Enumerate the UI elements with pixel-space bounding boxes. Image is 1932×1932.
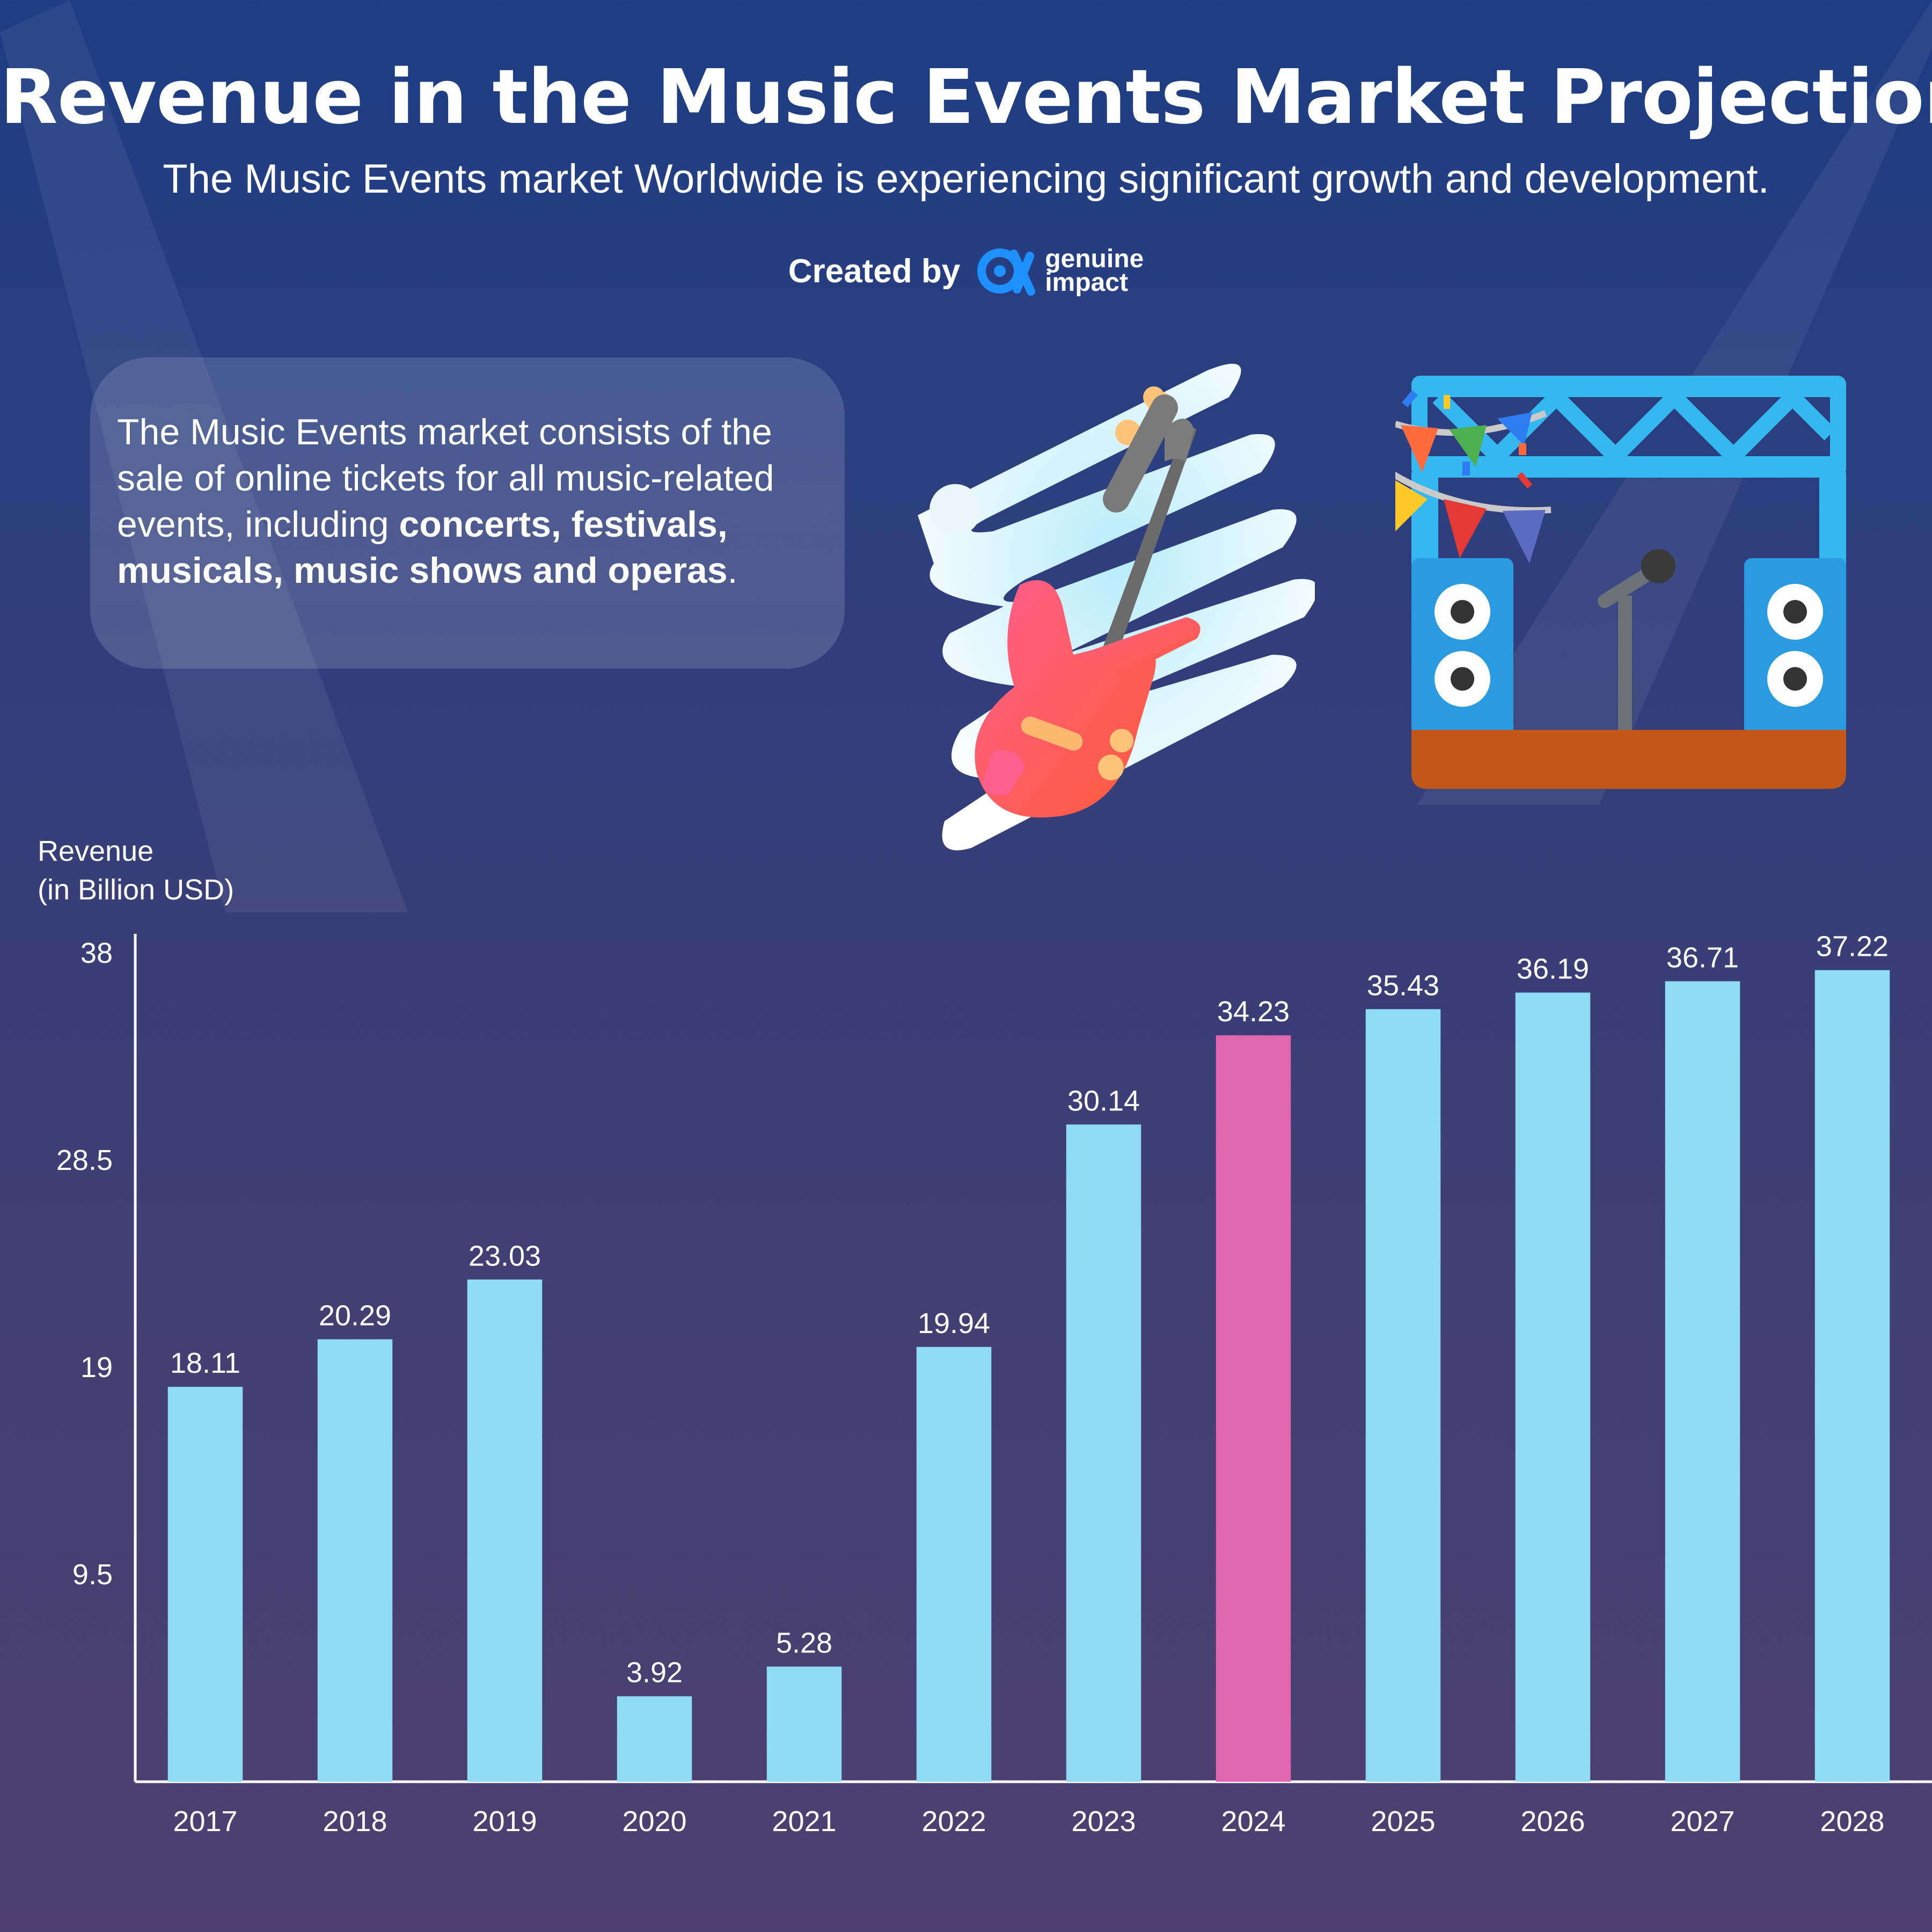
bar-2022 bbox=[916, 1346, 992, 1782]
bar-2017 bbox=[167, 1387, 243, 1782]
x-tick-label-2028: 2028 bbox=[1820, 1805, 1884, 1838]
value-label-2027: 36.71 bbox=[1666, 941, 1739, 974]
bar-2028 bbox=[1814, 970, 1890, 1782]
x-tick-label-2019: 2019 bbox=[472, 1805, 537, 1838]
x-tick-label-2022: 2022 bbox=[921, 1805, 986, 1838]
x-tick-label-2018: 2018 bbox=[323, 1805, 387, 1838]
page-subtitle: The Music Events market Worldwide is exp… bbox=[163, 156, 1769, 202]
description-text: The Music Events market consists of the … bbox=[117, 412, 774, 545]
bar-2027 bbox=[1665, 981, 1740, 1782]
bar-2018 bbox=[317, 1339, 393, 1782]
brand-logo[interactable]: genuine impact bbox=[976, 244, 1144, 298]
stage-icon bbox=[1395, 376, 1846, 789]
bar-2024 bbox=[1216, 1035, 1291, 1782]
credit-label: Created by bbox=[788, 252, 961, 290]
genuine-impact-logo-icon bbox=[977, 248, 1036, 296]
y-tick-label: 38 bbox=[80, 937, 113, 969]
value-label-2017: 18.11 bbox=[170, 1347, 240, 1379]
value-label-2021: 5.28 bbox=[776, 1627, 832, 1659]
y-axis-title-line-1: Revenue bbox=[38, 835, 154, 867]
x-tick-label-2020: 2020 bbox=[622, 1805, 686, 1838]
y-tick-label: 9.5 bbox=[72, 1558, 113, 1591]
brand-name: genuine impact bbox=[1045, 245, 1144, 297]
y-tick-label: 28.5 bbox=[56, 1144, 113, 1176]
market-description-box: The Music Events market consists of the … bbox=[90, 357, 845, 669]
value-label-2026: 36.19 bbox=[1517, 953, 1589, 985]
x-tick-label-2024: 2024 bbox=[1221, 1805, 1285, 1838]
y-axis-title: Revenue (in Billion USD) bbox=[38, 832, 234, 909]
value-label-2020: 3.92 bbox=[626, 1657, 683, 1689]
value-label-2022: 19.94 bbox=[918, 1307, 990, 1340]
x-tick-label-2026: 2026 bbox=[1520, 1805, 1585, 1838]
bar-2023 bbox=[1066, 1124, 1141, 1782]
value-label-2018: 20.29 bbox=[319, 1300, 391, 1332]
guitar-icon bbox=[918, 363, 1315, 851]
value-label-2019: 23.03 bbox=[469, 1240, 541, 1272]
bar-2019 bbox=[467, 1279, 543, 1782]
page-title: Revenue in the Music Events Market Proje… bbox=[0, 54, 1932, 141]
y-axis-title-line-2: (in Billion USD) bbox=[38, 874, 235, 906]
brand-line-1: genuine bbox=[1045, 245, 1144, 273]
credit-line: Created by genuine impact bbox=[0, 244, 1932, 298]
x-tick-label-2025: 2025 bbox=[1371, 1805, 1435, 1838]
value-label-2025: 35.43 bbox=[1367, 969, 1439, 1001]
value-label-2023: 30.14 bbox=[1067, 1085, 1140, 1117]
value-label-2028: 37.22 bbox=[1816, 931, 1889, 963]
y-tick-label: 19 bbox=[80, 1351, 113, 1384]
description-end: . bbox=[727, 550, 738, 591]
x-tick-label-2023: 2023 bbox=[1071, 1805, 1136, 1838]
bar-2020 bbox=[617, 1696, 692, 1782]
bar-2021 bbox=[766, 1666, 842, 1782]
brand-line-2: impact bbox=[1045, 268, 1128, 297]
bar-2026 bbox=[1515, 992, 1591, 1782]
x-tick-label-2027: 2027 bbox=[1670, 1805, 1735, 1838]
description-bold-text: concerts, festivals, musicals, music sho… bbox=[117, 504, 728, 591]
bar-2025 bbox=[1365, 1009, 1441, 1782]
x-tick-label-2017: 2017 bbox=[173, 1805, 237, 1838]
value-label-2024: 34.23 bbox=[1217, 996, 1290, 1028]
x-tick-label-2021: 2021 bbox=[772, 1805, 836, 1838]
